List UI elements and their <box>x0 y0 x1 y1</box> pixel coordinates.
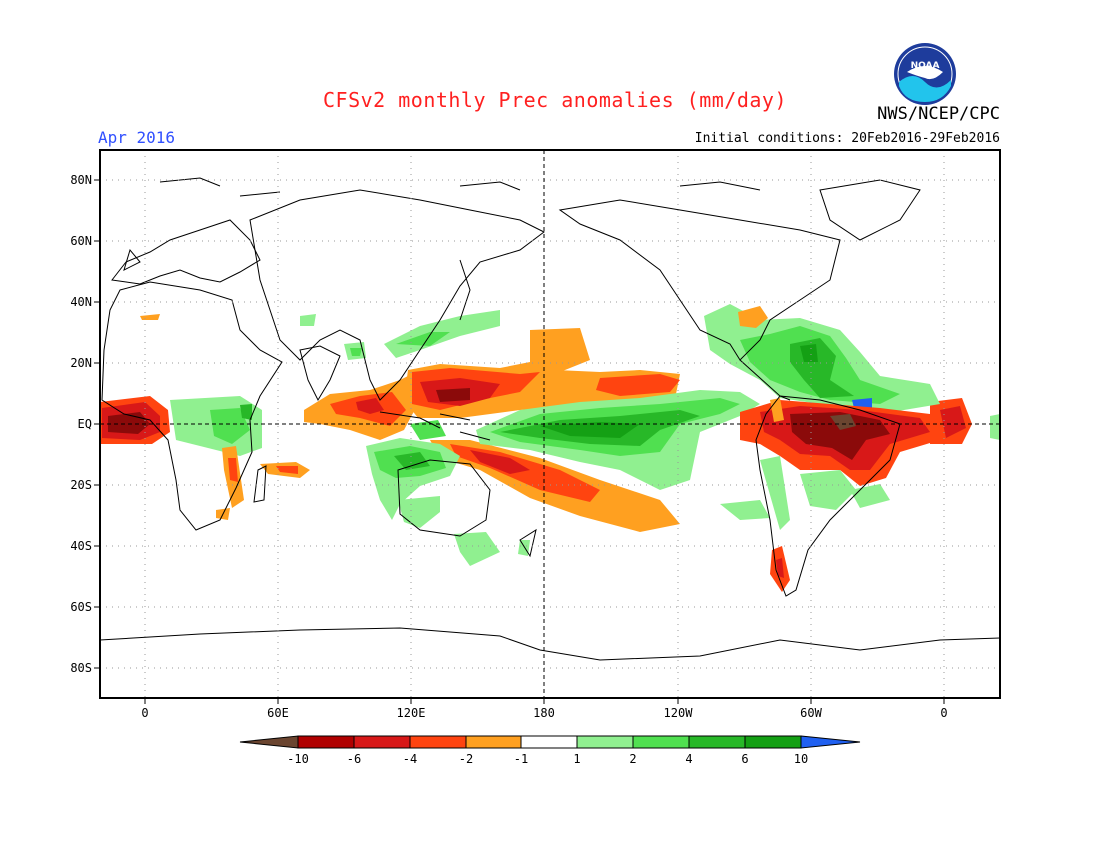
colorbar-label: -10 <box>287 752 309 766</box>
colorbar <box>239 735 861 749</box>
coastline-south-america <box>755 395 901 597</box>
colorbar-label: 2 <box>629 752 637 766</box>
colorbar-swatch <box>688 735 746 749</box>
lon-label: 60E <box>267 706 289 720</box>
coastlines <box>100 177 1000 661</box>
coastline-antarctica <box>100 627 1000 661</box>
lon-label: 0 <box>141 706 149 720</box>
colorbar-swatch <box>576 735 634 749</box>
colorbar-label: -1 <box>513 752 529 766</box>
colorbar-swatch <box>744 735 802 749</box>
colorbar-swatch-above <box>800 735 861 749</box>
colorbar-swatch <box>297 735 355 749</box>
colorbar-label: -2 <box>458 752 474 766</box>
noaa-logo: NOAA <box>894 43 956 105</box>
lat-label: 20S <box>70 478 92 492</box>
colorbar-label: 4 <box>685 752 693 766</box>
coastline-australia <box>397 459 491 537</box>
lat-label: 40N <box>70 295 92 309</box>
anomaly-shading <box>100 304 1000 592</box>
graticule <box>100 150 1000 698</box>
lat-label: 60S <box>70 600 92 614</box>
coastline-africa <box>101 281 283 531</box>
agency-label: NWS/NCEP/CPC <box>877 104 1000 124</box>
coastline-europe <box>111 219 261 285</box>
lat-label: 40S <box>70 539 92 553</box>
lon-label: 120W <box>663 706 693 720</box>
lat-label: 60N <box>70 234 92 248</box>
lat-label: 20N <box>70 356 92 370</box>
colorbar-swatch <box>632 735 690 749</box>
colorbar-swatch <box>465 735 522 749</box>
lat-label: 80S <box>70 661 92 675</box>
colorbar-label: -4 <box>402 752 418 766</box>
colorbar-swatch <box>353 735 411 749</box>
map-title: CFSv2 monthly Prec anomalies (mm/day) <box>322 88 788 112</box>
colorbar-swatch <box>409 735 467 749</box>
coastline-north-america <box>558 199 841 361</box>
lat-label: EQ <box>77 417 92 431</box>
colorbar-label: -6 <box>346 752 362 766</box>
valid-month: Apr 2016 <box>98 128 176 147</box>
colorbar-label: 1 <box>573 752 581 766</box>
colorbar-label: 6 <box>741 752 749 766</box>
lat-label: 80N <box>70 173 92 187</box>
axis-ticks <box>94 179 945 704</box>
lon-label: 60W <box>800 706 822 720</box>
lon-label: 180 <box>533 706 555 720</box>
colorbar-label: 10 <box>793 752 809 766</box>
lon-label: 0 <box>940 706 948 720</box>
logo-text: NOAA <box>911 61 940 71</box>
colorbar-swatch-below <box>239 735 299 749</box>
coastline-asia <box>249 189 545 401</box>
colorbar-swatch <box>520 735 578 749</box>
initial-conditions: Initial conditions: 20Feb2016-29Feb2016 <box>694 131 1000 146</box>
lon-label: 120E <box>396 706 426 720</box>
